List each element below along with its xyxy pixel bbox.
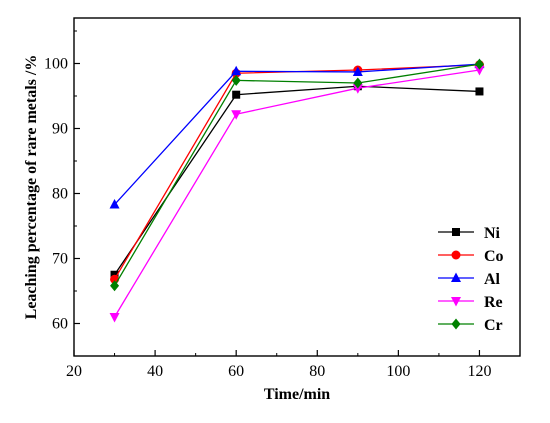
data-point-re xyxy=(474,66,485,76)
data-point-cr xyxy=(231,74,241,86)
legend-label: Cr xyxy=(484,317,503,334)
data-point-ni xyxy=(110,270,119,279)
y-tick-label: 80 xyxy=(52,186,68,203)
legend-marker xyxy=(451,318,461,330)
ticks-layer: 20 40 60 80 100 120 60 70 80 90 100 xyxy=(44,30,491,380)
data-point-re xyxy=(231,110,242,120)
legend: Ni Co Al Re Cr xyxy=(438,225,504,334)
legend-item-re: Re xyxy=(438,294,503,311)
series-line-co xyxy=(113,64,480,280)
x-tick-label: 80 xyxy=(309,363,325,380)
legend-item-al: Al xyxy=(438,271,501,288)
series-co xyxy=(110,60,484,284)
series-ni xyxy=(110,82,484,279)
data-point-ni xyxy=(475,87,484,96)
legend-item-cr: Cr xyxy=(438,317,503,334)
legend-marker xyxy=(451,250,461,260)
legend-label: Al xyxy=(484,271,501,288)
legend-marker xyxy=(452,228,460,236)
y-tick-label: 70 xyxy=(52,251,68,268)
legend-marker xyxy=(451,272,461,282)
legend-label: Co xyxy=(484,248,504,265)
x-tick-label: 100 xyxy=(386,363,410,380)
plot-frame xyxy=(73,17,521,357)
y-axis-title: Leaching percentage of rare metals /% xyxy=(23,55,40,320)
legend-label: Ni xyxy=(484,225,501,242)
data-point-re xyxy=(109,313,120,323)
x-tick-label: 40 xyxy=(147,363,163,380)
series-layer xyxy=(109,58,485,323)
data-point-cr xyxy=(353,77,363,89)
x-tick-label: 20 xyxy=(66,363,82,380)
y-tick-label: 60 xyxy=(52,316,68,333)
legend-label: Re xyxy=(484,294,503,311)
data-point-al xyxy=(231,65,242,76)
data-point-al xyxy=(109,199,120,209)
data-point-ni xyxy=(232,90,241,99)
y-tick-label: 90 xyxy=(52,121,68,138)
series-cr xyxy=(110,58,484,292)
series-re xyxy=(109,66,485,323)
x-axis-title: Time/min xyxy=(264,386,330,403)
series-line-re xyxy=(113,69,480,318)
data-point-cr xyxy=(474,58,484,70)
series-line-cr xyxy=(113,63,480,287)
x-tick-label: 120 xyxy=(467,363,491,380)
legend-item-co: Co xyxy=(438,248,504,265)
legend-marker xyxy=(451,297,461,307)
series-line-ni xyxy=(114,85,480,276)
data-point-re xyxy=(352,84,363,94)
data-point-cr xyxy=(110,280,120,292)
series-line-al xyxy=(114,63,480,205)
y-tick-label: 100 xyxy=(44,56,68,73)
x-tick-label: 60 xyxy=(228,363,244,380)
legend-item-ni: Ni xyxy=(438,225,501,242)
data-point-al xyxy=(352,66,363,76)
